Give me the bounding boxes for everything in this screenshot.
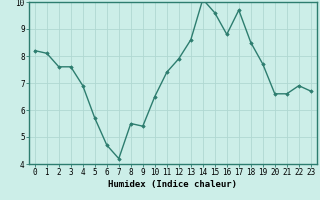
X-axis label: Humidex (Indice chaleur): Humidex (Indice chaleur) — [108, 180, 237, 189]
